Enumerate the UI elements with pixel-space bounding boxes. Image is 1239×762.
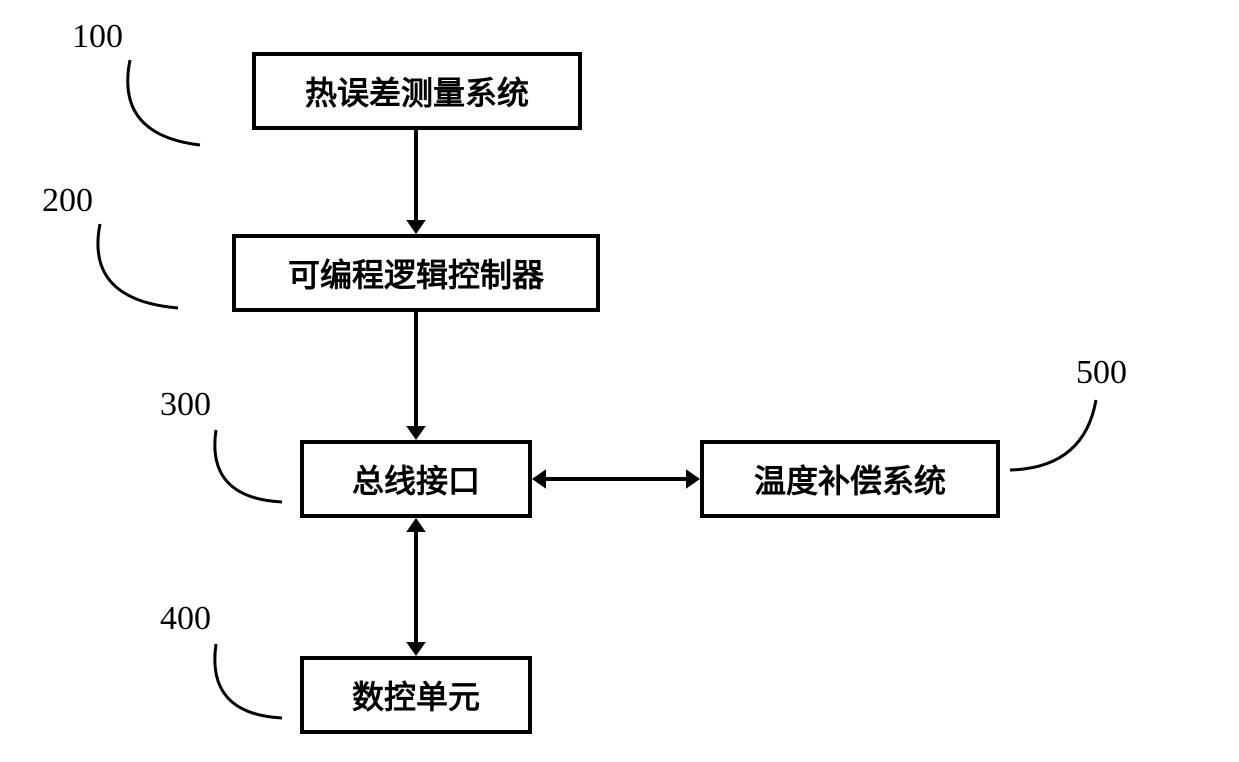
connector-overlay — [0, 0, 1239, 762]
node-cnc-unit: 数控单元 — [300, 656, 532, 734]
node-plc: 可编程逻辑控制器 — [232, 234, 600, 312]
node-label: 数控单元 — [352, 672, 480, 718]
callout-label-500: 500 — [1076, 354, 1127, 392]
node-thermal-error-measure: 热误差测量系统 — [252, 52, 582, 130]
node-label: 热误差测量系统 — [305, 68, 529, 114]
callout-label-400: 400 — [160, 600, 211, 638]
callout-label-200: 200 — [42, 182, 93, 220]
diagram-canvas: 热误差测量系统 可编程逻辑控制器 总线接口 数控单元 温度补偿系统 100 20… — [0, 0, 1239, 762]
node-bus-interface: 总线接口 — [300, 440, 532, 518]
node-label: 总线接口 — [352, 456, 480, 502]
node-label: 可编程逻辑控制器 — [288, 250, 544, 296]
node-temp-compensation: 温度补偿系统 — [700, 440, 1000, 518]
callout-label-300: 300 — [160, 386, 211, 424]
callout-label-100: 100 — [72, 18, 123, 56]
node-label: 温度补偿系统 — [754, 456, 946, 502]
